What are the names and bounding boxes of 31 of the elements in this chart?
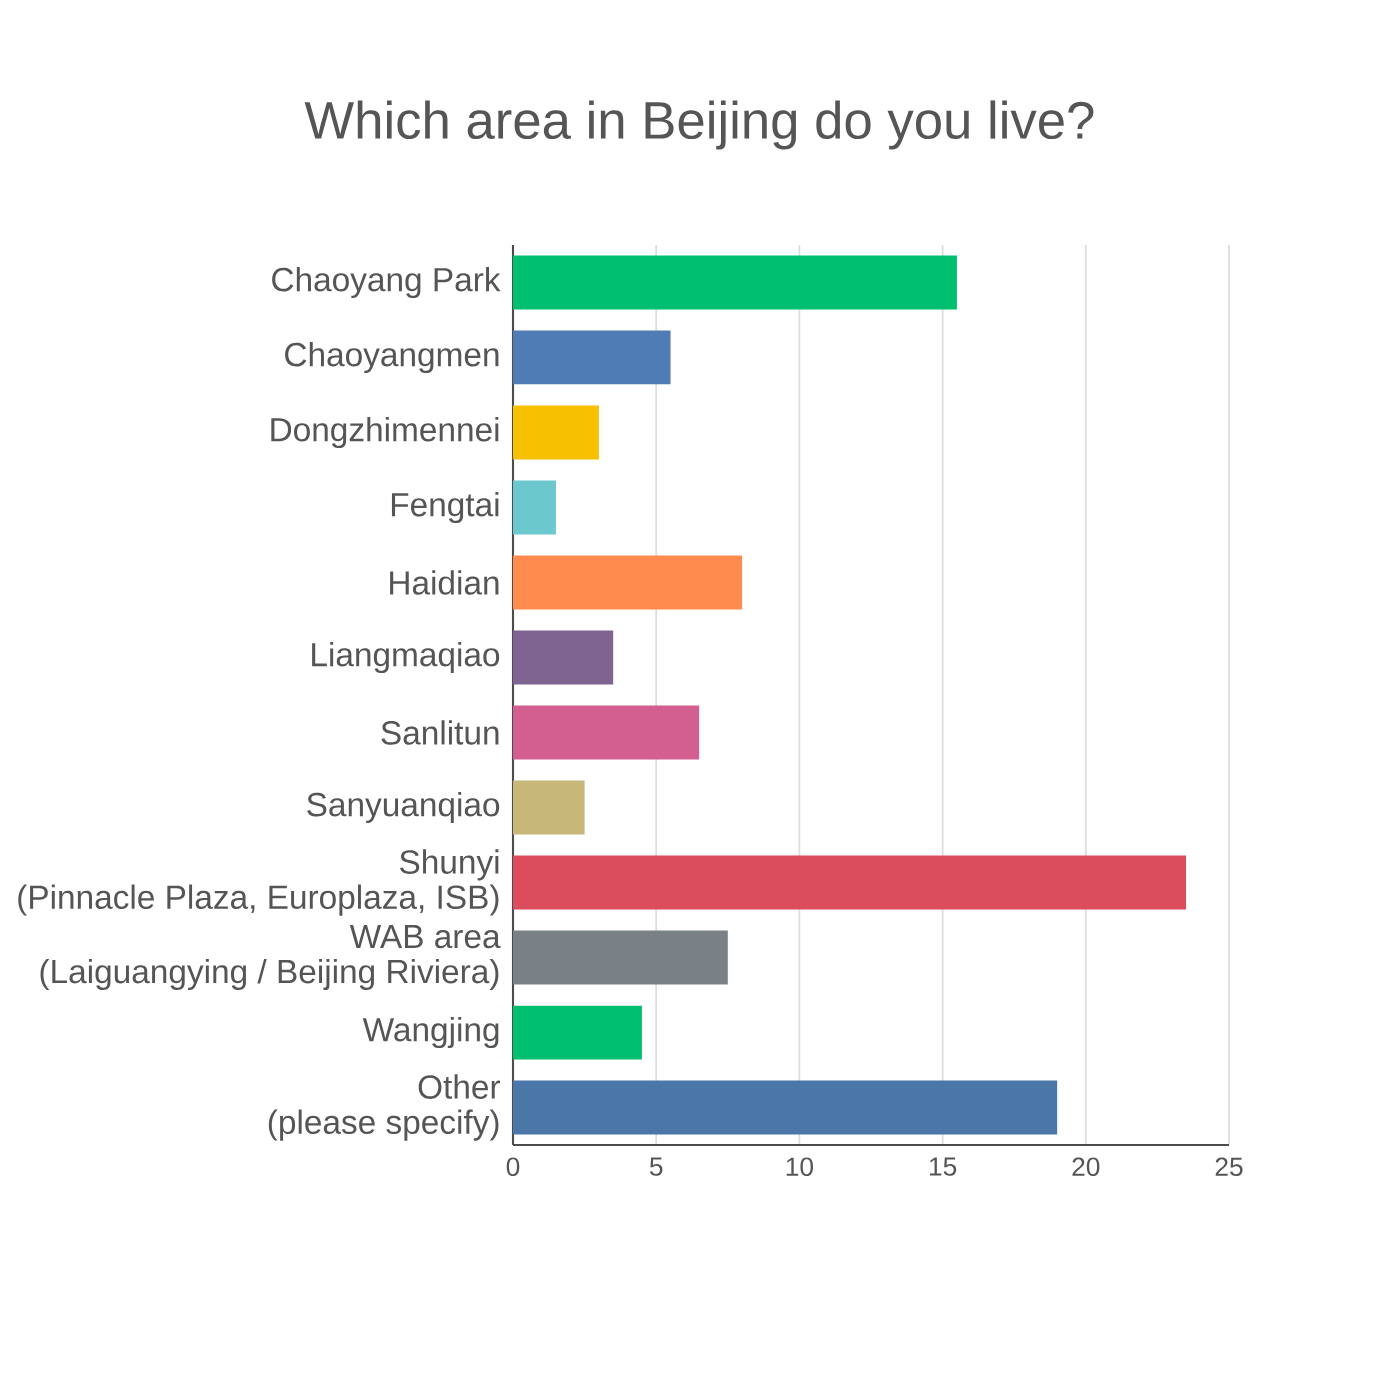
- bar: [513, 855, 1187, 910]
- bar: [513, 555, 743, 610]
- x-tick-label: 20: [1072, 1157, 1100, 1177]
- x-tick-label: 5: [649, 1157, 663, 1176]
- x-tick-label: 25: [1215, 1157, 1243, 1177]
- x-tick-label: 0: [506, 1157, 520, 1177]
- bar: [513, 705, 700, 760]
- y-tick-label: Shunyi (Pinnacle Plaza, Europlaza, ISB): [18, 849, 499, 916]
- y-tick-label: Liangmaqiao: [312, 641, 500, 674]
- bar: [513, 780, 585, 835]
- bar: [513, 330, 671, 385]
- bar: [513, 630, 614, 685]
- bar: [513, 405, 599, 460]
- y-tick-label: WAB area (Laiguangying / Beijing Riviera): [40, 924, 501, 991]
- y-tick-label: Chaoyangmen: [285, 341, 499, 374]
- y-tick-label: Chaoyang Park: [272, 266, 501, 299]
- x-tick-label: 10: [786, 1157, 814, 1177]
- y-tick-label: Sanlitun: [381, 720, 499, 745]
- bar: [513, 930, 728, 985]
- x-tick-label: 15: [929, 1157, 957, 1176]
- y-tick-label: Dongzhimennei: [271, 416, 499, 449]
- y-tick-label: Haidian: [390, 570, 499, 595]
- bar: [513, 1080, 1058, 1135]
- bar: [513, 1005, 642, 1060]
- y-tick-label: Wangjing: [362, 1016, 499, 1049]
- y-tick-label: Fengtai: [391, 491, 499, 524]
- y-tick-label: Other (please specify): [268, 1074, 501, 1141]
- bar: [513, 480, 556, 535]
- bar: [513, 255, 957, 310]
- chart-title: Which area in Beijing do you live?: [304, 100, 1094, 150]
- y-tick-label: Sanyuanqiao: [307, 791, 500, 824]
